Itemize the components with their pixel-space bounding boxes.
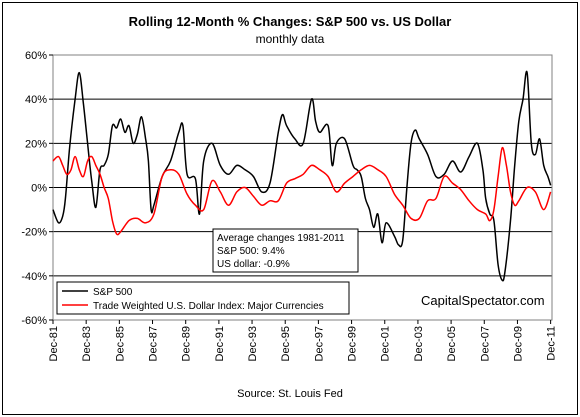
x-tick-label: Dec-99 [347, 326, 359, 361]
legend: S&P 500 Trade Weighted U.S. Dollar Index… [56, 281, 350, 315]
y-tick-label: 20% [25, 138, 47, 150]
annotation-line-3: US dollar: -0.9% [217, 259, 290, 270]
legend-label-sp500: S&P 500 [93, 287, 133, 298]
x-tick-label: Dec-09 [512, 326, 524, 361]
y-tick-label: 0% [31, 183, 47, 195]
x-tick-label: Dec-91 [214, 326, 226, 361]
x-tick-label: Dec-11 [546, 326, 558, 361]
x-tick-label: Dec-07 [479, 326, 491, 361]
y-tick-label: -60% [21, 315, 47, 327]
series-line-sp500 [52, 70, 552, 282]
chart-subtitle: monthly data [255, 32, 325, 46]
y-tick-label: -20% [21, 227, 47, 239]
chart-source: Source: St. Louis Fed [237, 388, 343, 400]
series-line-dollar [52, 146, 552, 236]
y-tick-label: 60% [25, 50, 47, 62]
watermark: CapitalSpectator.com [421, 293, 545, 308]
y-tick-label: 40% [25, 94, 47, 106]
x-tick-label: Dec-95 [280, 326, 292, 361]
x-tick-label: Dec-05 [446, 326, 458, 361]
x-tick-label: Dec-81 [48, 326, 60, 361]
x-tick-label: Dec-89 [181, 326, 193, 361]
y-axis: 60% 40% 20% 0% -20% -40% -60% [21, 50, 53, 327]
chart-title: Rolling 12-Month % Changes: S&P 500 vs. … [128, 14, 452, 29]
y-tick-label: -40% [21, 271, 47, 283]
x-tick-label: Dec-87 [148, 326, 160, 361]
annotation-line-2: S&P 500: 9.4% [217, 246, 285, 257]
annotation-box: Average changes 1981-2011 S&P 500: 9.4% … [212, 228, 359, 273]
x-tick-label: Dec-01 [380, 326, 392, 361]
x-tick-label: Dec-83 [81, 326, 93, 361]
series-layer [52, 70, 552, 282]
x-axis: Dec-81 Dec-83 Dec-85 Dec-87 Dec-89 Dec-91 Dec-… [48, 320, 558, 361]
x-tick-label: Dec-03 [413, 326, 425, 361]
annotation-line-1: Average changes 1981-2011 [217, 233, 345, 244]
x-tick-label: Dec-85 [114, 326, 126, 361]
legend-label-dollar: Trade Weighted U.S. Dollar Index: Major … [93, 301, 324, 312]
x-tick-label: Dec-93 [247, 326, 259, 361]
x-tick-label: Dec-97 [313, 326, 325, 361]
